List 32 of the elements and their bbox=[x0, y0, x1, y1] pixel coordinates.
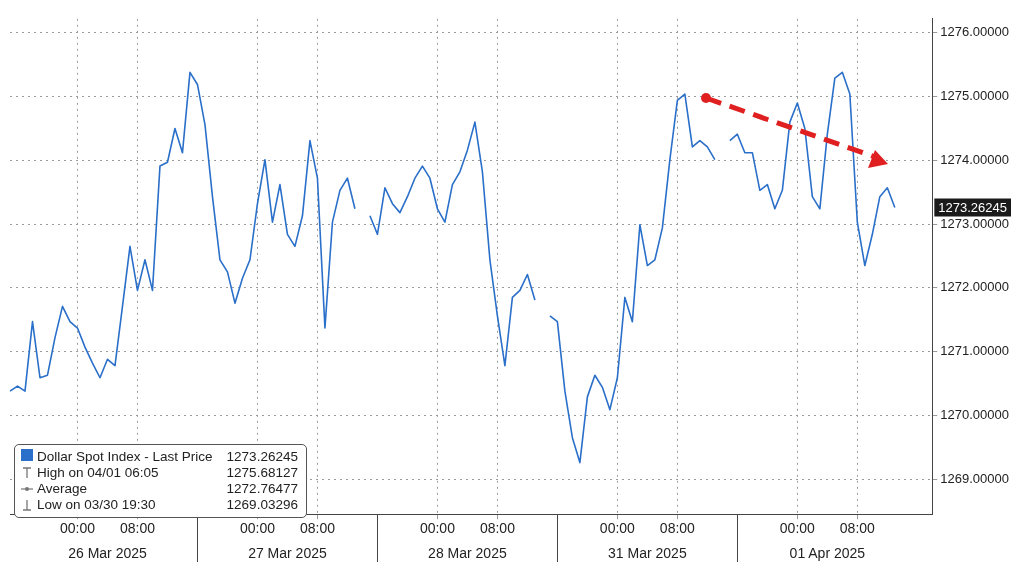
x-tick-label: 08:00 bbox=[839, 520, 876, 537]
x-tick-label: 00:00 bbox=[779, 520, 816, 537]
x-tick-label: 00:00 bbox=[239, 520, 276, 537]
x-tick-label: 00:00 bbox=[59, 520, 96, 537]
y-tick-label: 1271.00000 bbox=[940, 343, 1010, 359]
text: 27 Mar 2025 bbox=[248, 545, 327, 561]
text: 01 Apr 2025 bbox=[789, 545, 866, 561]
text: 26 Mar 2025 bbox=[68, 545, 147, 561]
annotation: Low on 03/30 19:30 bbox=[37, 497, 156, 512]
x-tick-label: 08:00 bbox=[659, 520, 696, 537]
annotation: 1275.68127 bbox=[226, 465, 298, 481]
text: 1273.26245 bbox=[938, 200, 1008, 216]
y-tick-label: 1270.00000 bbox=[940, 406, 1010, 422]
x-tick-label: 08:00 bbox=[299, 520, 336, 537]
x-tick-label: 08:00 bbox=[119, 520, 156, 537]
x-tick-label: 00:00 bbox=[599, 520, 636, 537]
y-tick-label: 1276.00000 bbox=[940, 24, 1010, 40]
y-tick-label: 1269.00000 bbox=[940, 470, 1010, 486]
x-tick-label: 08:00 bbox=[479, 520, 516, 537]
text: 28 Mar 2025 bbox=[428, 545, 507, 561]
text: 31 Mar 2025 bbox=[608, 545, 687, 561]
annotation: 1272.76477 bbox=[226, 481, 298, 497]
y-tick-label: 1275.00000 bbox=[940, 88, 1010, 104]
annotation: 1273.26245 bbox=[226, 449, 298, 465]
legend-label: Dollar Spot Index - Last Price bbox=[37, 449, 213, 464]
annotation: Average bbox=[37, 481, 88, 496]
y-tick-label: 1274.00000 bbox=[940, 151, 1010, 167]
y-tick-label: 1273.00000 bbox=[940, 215, 1010, 231]
x-tick-label: 00:00 bbox=[419, 520, 456, 537]
annotation: 1269.03296 bbox=[226, 497, 298, 513]
y-tick-label: 1272.00000 bbox=[940, 279, 1010, 295]
annotation: High on 04/01 06:05 bbox=[37, 465, 159, 480]
